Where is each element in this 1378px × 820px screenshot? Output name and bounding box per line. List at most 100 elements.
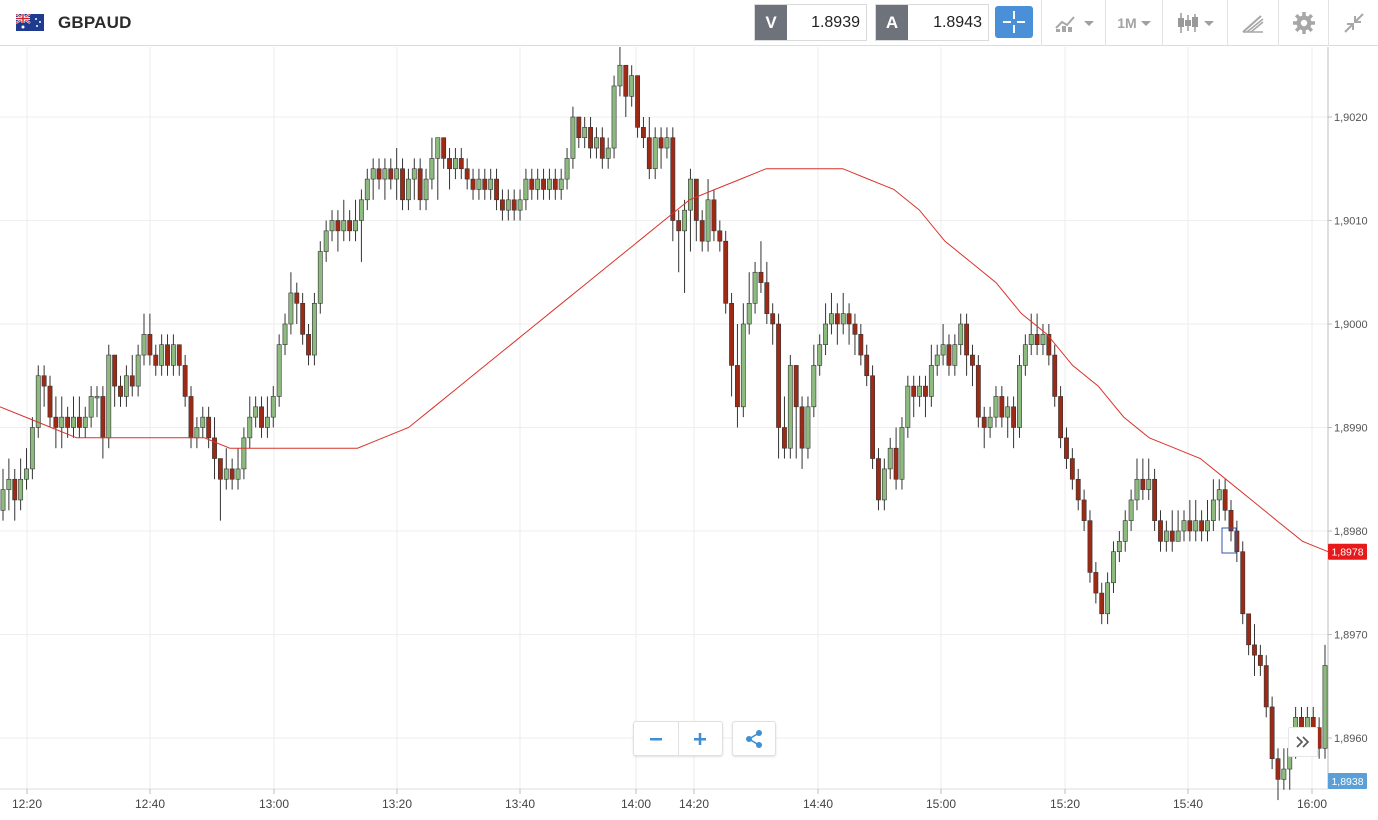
candle-up — [6, 478, 12, 490]
candle-up — [905, 385, 911, 428]
candle-up — [958, 323, 964, 346]
x-tick-label: 12:20 — [12, 797, 42, 811]
indicators-button[interactable] — [1041, 0, 1105, 46]
candle-down — [834, 313, 840, 325]
candle-down — [946, 344, 952, 366]
candle-up — [594, 137, 599, 149]
candle-down — [76, 416, 82, 428]
candle-up — [617, 64, 623, 87]
candle-up — [82, 416, 88, 428]
y-tick-label: 1,9020 — [1334, 112, 1368, 124]
candle-up — [829, 313, 834, 325]
candle-down — [1140, 478, 1146, 490]
candle-up — [453, 158, 458, 170]
selected-candle-marker — [1221, 527, 1237, 554]
candle-down — [893, 447, 899, 480]
x-tick-label: 13:20 — [382, 797, 412, 811]
candle-up — [611, 85, 617, 149]
candle-down — [529, 178, 535, 190]
candle-up — [940, 344, 946, 356]
x-tick-label: 15:20 — [1050, 797, 1080, 811]
chart-grid — [0, 47, 1328, 789]
candle-up — [423, 178, 429, 201]
candle-down — [1246, 613, 1252, 646]
timeframe-label: 1M — [1117, 15, 1137, 31]
draw-tools-button[interactable] — [1227, 0, 1278, 46]
plus-icon — [694, 732, 706, 745]
sell-quote-button[interactable]: V 1.8939 — [754, 4, 867, 41]
candle-up — [705, 199, 711, 242]
candle-up — [35, 375, 41, 428]
candle-down — [699, 220, 705, 242]
candle-up — [241, 437, 247, 470]
candle-up — [664, 137, 670, 149]
candle-up — [605, 147, 611, 159]
candle-down — [112, 354, 118, 387]
share-icon — [746, 729, 762, 748]
candle-up — [394, 168, 400, 180]
candle-down — [182, 365, 188, 397]
settings-button[interactable] — [1278, 0, 1328, 46]
candle-down — [964, 323, 970, 356]
candle-up — [652, 137, 658, 170]
candle-up — [1005, 406, 1011, 418]
zoom-controls — [633, 721, 723, 756]
crosshair-button[interactable] — [995, 6, 1033, 38]
candle-up — [1205, 520, 1210, 532]
candle-up — [264, 416, 270, 428]
price-chart[interactable]: 1,90201,90101,90001,89901,89801,89701,89… — [0, 47, 1378, 820]
y-tick-label: 1,9000 — [1334, 319, 1368, 331]
candle-up — [429, 158, 435, 180]
candle-down — [735, 365, 740, 408]
candle-up — [71, 416, 76, 428]
candle-down — [1093, 572, 1099, 594]
candle-down — [511, 199, 517, 211]
candle-up — [887, 447, 893, 470]
collapse-icon — [1343, 13, 1364, 33]
indicators-icon — [1054, 16, 1075, 32]
candle-up — [1105, 582, 1111, 615]
candle-up — [817, 344, 823, 366]
candle-down — [717, 230, 723, 242]
scroll-to-latest-button[interactable] — [1288, 727, 1318, 757]
buy-quote-button[interactable]: A 1.8943 — [875, 4, 989, 41]
candle-down — [770, 313, 776, 325]
candle-up — [488, 178, 494, 190]
candlestick-icon — [1178, 13, 1198, 33]
zoom-in-button[interactable] — [678, 722, 722, 755]
candle-up — [382, 168, 388, 180]
candle-up — [282, 323, 288, 346]
collapse-button[interactable] — [1328, 0, 1378, 46]
chart-type-dropdown[interactable] — [1162, 0, 1227, 46]
candle-down — [1228, 509, 1234, 532]
timeframe-dropdown[interactable]: 1M — [1105, 0, 1162, 46]
sell-price: 1.8939 — [811, 14, 860, 31]
candle-up — [288, 292, 294, 325]
candle-down — [294, 292, 300, 304]
x-tick-label: 13:40 — [505, 797, 535, 811]
x-tick-label: 15:40 — [1173, 797, 1203, 811]
candle-down — [12, 478, 18, 501]
candle-down — [1275, 758, 1281, 780]
y-tick-label: 1,8960 — [1334, 733, 1368, 745]
candle-up — [24, 468, 29, 480]
candle-down — [300, 302, 306, 335]
candle-up — [564, 158, 570, 180]
zoom-out-button[interactable] — [634, 722, 679, 755]
candle-down — [1081, 499, 1087, 521]
candle-up — [270, 396, 276, 418]
candle-down — [758, 271, 764, 283]
candle-down — [494, 178, 499, 201]
bid-price-label: 1,8938 — [1331, 776, 1363, 788]
candle-down — [464, 168, 470, 180]
candle-down — [47, 385, 53, 418]
candle-up — [928, 365, 934, 397]
candle-up — [405, 178, 411, 201]
candle-down — [646, 137, 652, 170]
candle-down — [388, 168, 394, 180]
candle-down — [799, 406, 805, 449]
share-button[interactable] — [732, 721, 776, 756]
candle-up — [805, 406, 811, 449]
y-tick-label: 1,8980 — [1334, 526, 1368, 538]
candle-down — [129, 375, 135, 387]
